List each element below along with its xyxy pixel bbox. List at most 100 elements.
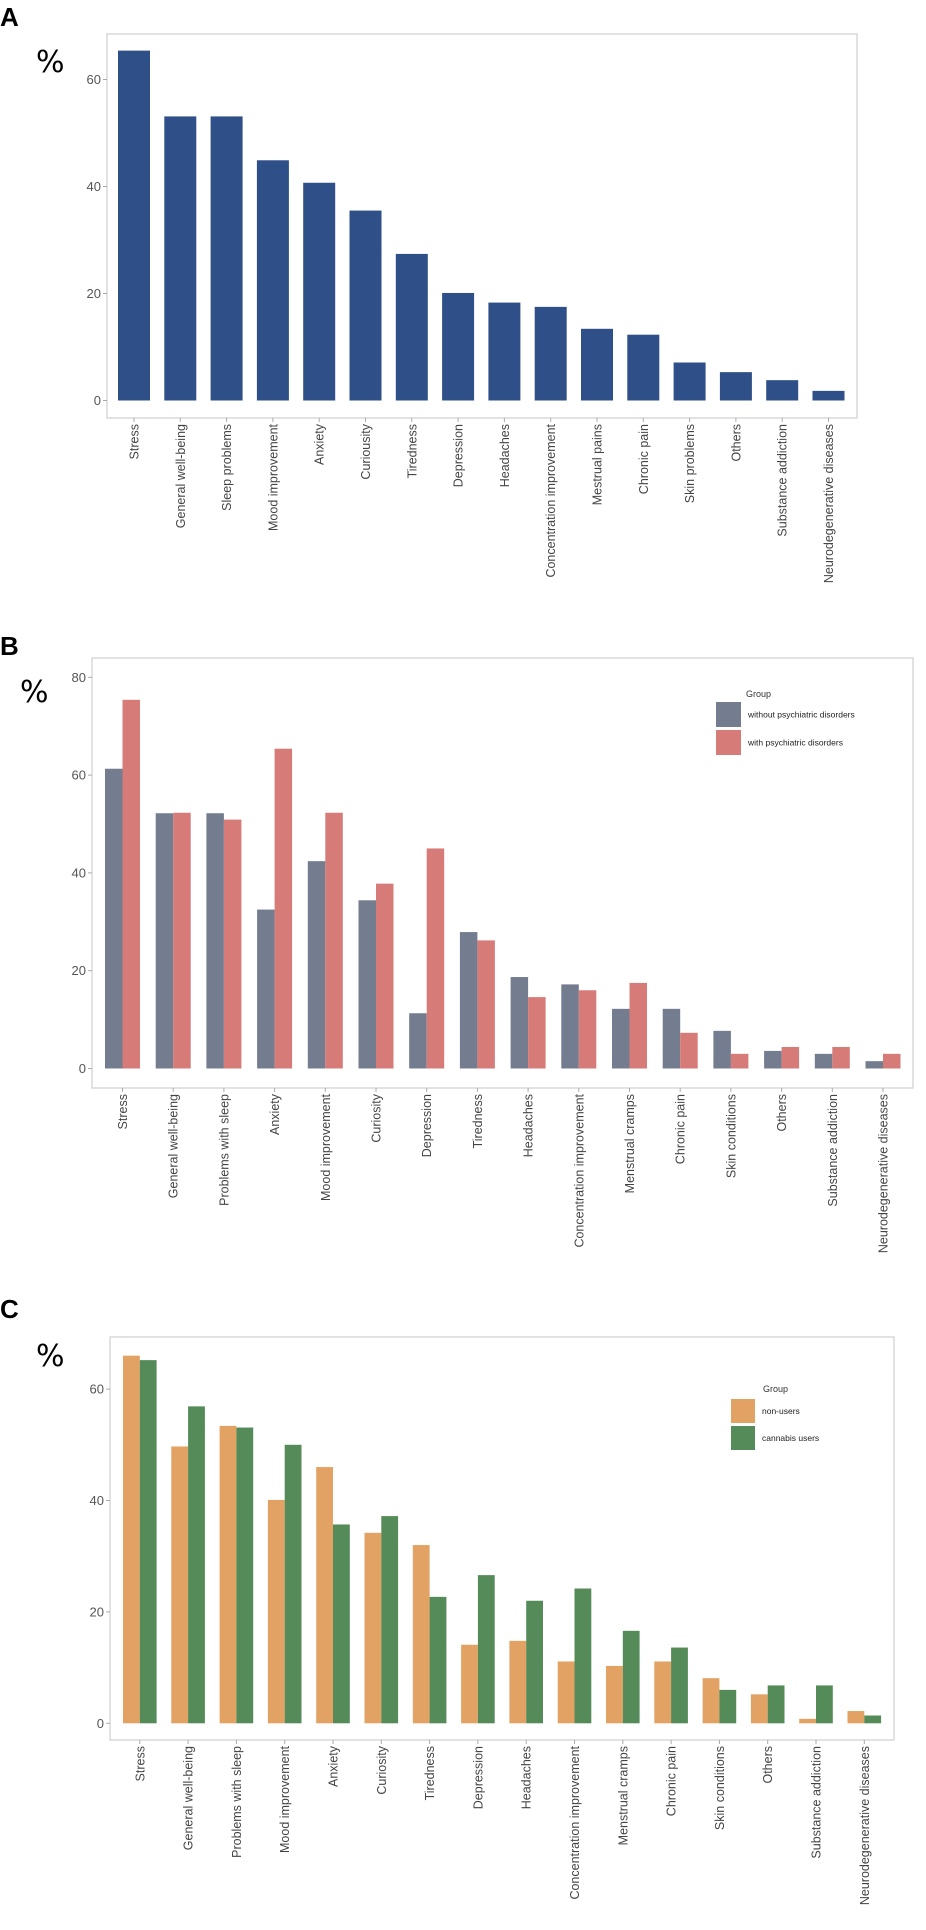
x-tick-label: Substance addiction: [810, 1746, 824, 1859]
bar-with-psychiatric-disorders: [223, 819, 242, 1069]
legend-swatch: [731, 1399, 755, 1423]
legend-entry: cannabis users: [762, 1433, 819, 1443]
plot-frame: [106, 33, 858, 419]
panel-label: A: [0, 2, 19, 32]
bar-non-users: [606, 1665, 623, 1724]
x-tick-label: Stress: [128, 424, 142, 459]
x-tick-label: Headaches: [520, 1746, 534, 1809]
x-tick-label: Anxiety: [268, 1093, 282, 1135]
bar-with-psychiatric-disorders: [781, 1046, 800, 1069]
x-tick-label: General well-being: [174, 424, 188, 528]
y-tick-label: 60: [72, 768, 86, 783]
x-tick-label: Problems with sleep: [230, 1746, 244, 1858]
bar-cannabis-users: [816, 1685, 833, 1724]
x-tick-label: Mestrual pains: [591, 424, 605, 505]
bar-with-psychiatric-disorders: [173, 812, 191, 1069]
bar-without-psychiatric-disorders: [764, 1050, 782, 1069]
x-tick-label: Headaches: [522, 1094, 536, 1157]
x-tick-label: Chronic pain: [674, 1094, 688, 1164]
bar-cannabis-users: [671, 1647, 688, 1724]
bar-non-users: [219, 1425, 237, 1724]
bar-cannabis-users: [767, 1685, 785, 1724]
x-tick-label: Anxiety: [327, 1745, 341, 1787]
bar-with-psychiatric-disorders: [426, 848, 445, 1069]
y-tick-label: 0: [79, 1061, 86, 1076]
bar-value: [164, 116, 197, 401]
panel-label: C: [0, 1294, 19, 1324]
bar-value: [210, 116, 243, 401]
y-axis-label: %: [36, 1339, 65, 1374]
panel-c: C% 0 20 40 60 Stress General well-being Problem…: [0, 1294, 895, 1905]
x-tick-label: Mood improvement: [278, 1745, 292, 1853]
legend-swatch: [716, 730, 741, 755]
x-tick-label: Curiosity: [375, 1745, 389, 1794]
bar-cannabis-users: [139, 1360, 157, 1724]
bar-without-psychiatric-disorders: [307, 861, 326, 1069]
x-tick-label: Tiredness: [405, 424, 419, 478]
bar-non-users: [799, 1718, 816, 1724]
bar-without-psychiatric-disorders: [459, 932, 478, 1069]
bar-value: [118, 50, 150, 401]
x-tick-label: Sleep problems: [220, 424, 234, 511]
x-tick-label: Tiredness: [423, 1746, 437, 1800]
bar-value: [673, 362, 706, 401]
bar-cannabis-users: [381, 1516, 399, 1724]
x-tick-label: Others: [729, 424, 743, 462]
y-axis-label: %: [20, 675, 49, 710]
bar-value: [812, 390, 845, 401]
panel-b: B% 0 20 40 60 80 Stress General well-being Probl…: [0, 631, 914, 1253]
bar-cannabis-users: [188, 1406, 205, 1724]
x-tick-label: Tiredness: [471, 1094, 485, 1148]
y-tick-label: 20: [90, 1604, 104, 1619]
bar-cannabis-users: [719, 1689, 737, 1724]
bar-with-psychiatric-disorders: [528, 997, 546, 1069]
x-tick-label: Stress: [116, 1094, 130, 1129]
legend-entry: non-users: [762, 1406, 800, 1416]
bar-with-psychiatric-disorders: [477, 940, 495, 1069]
bar-non-users: [364, 1532, 382, 1724]
legend-entry: with psychiatric disorders: [747, 738, 843, 748]
bar-without-psychiatric-disorders: [561, 984, 579, 1069]
bar-value: [534, 306, 567, 401]
bar-cannabis-users: [333, 1524, 350, 1724]
bar-non-users: [123, 1355, 140, 1724]
bar-non-users: [171, 1446, 189, 1724]
bar-value: [256, 160, 289, 401]
x-tick-label: Neurodegenerative diseases: [822, 424, 836, 583]
x-tick-label: Skin conditions: [724, 1094, 738, 1178]
bar-with-psychiatric-disorders: [680, 1032, 698, 1069]
bar-cannabis-users: [864, 1715, 882, 1724]
x-tick-label: Skin conditions: [713, 1746, 727, 1830]
y-axis-label: %: [36, 45, 65, 80]
bar-without-psychiatric-disorders: [713, 1030, 731, 1069]
legend-swatch: [716, 702, 741, 727]
legend: Group without psychiatric disorders with p…: [716, 689, 855, 755]
bar-value: [581, 328, 613, 401]
bar-cannabis-users: [236, 1427, 254, 1724]
bar-with-psychiatric-disorders: [122, 699, 140, 1069]
x-tick-label: Curiousity: [359, 423, 373, 479]
bar-cannabis-users: [574, 1588, 592, 1724]
legend-entry: without psychiatric disorders: [747, 710, 855, 720]
x-tick-label: Others: [761, 1746, 775, 1784]
x-tick-label: General well-being: [167, 1094, 181, 1198]
bar-without-psychiatric-disorders: [409, 1013, 427, 1069]
bar-without-psychiatric-disorders: [155, 813, 174, 1069]
x-tick-label: Headaches: [498, 424, 512, 487]
bar-value: [349, 210, 382, 401]
bar-value: [442, 292, 475, 401]
x-tick-label: Anxiety: [313, 423, 327, 465]
bar-non-users: [750, 1694, 768, 1724]
plot-frame: [109, 1336, 895, 1741]
legend-swatch: [731, 1426, 755, 1450]
y-tick-label: 20: [72, 963, 86, 978]
bar-cannabis-users: [526, 1600, 543, 1724]
x-tick-label: Substance addiction: [776, 424, 790, 537]
bar-without-psychiatric-disorders: [257, 909, 275, 1069]
y-tick-label: 40: [90, 1493, 104, 1508]
y-tick-label: 60: [90, 1382, 104, 1397]
x-tick-label: Neurodegenerative diseases: [877, 1094, 891, 1253]
x-tick-label: Menstrual cramps: [616, 1746, 630, 1845]
bar-cannabis-users: [429, 1596, 447, 1724]
